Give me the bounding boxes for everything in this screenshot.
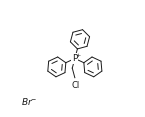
Text: +: + [76, 53, 81, 58]
Text: P: P [72, 54, 78, 63]
Text: Cl: Cl [71, 81, 80, 90]
Text: Br$^{-}$: Br$^{-}$ [21, 96, 38, 107]
